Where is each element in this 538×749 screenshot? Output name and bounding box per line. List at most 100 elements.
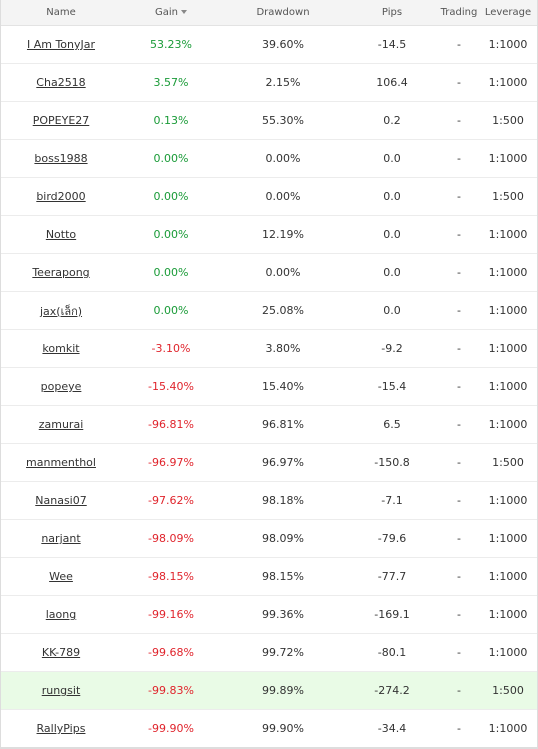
table-row[interactable]: Notto 0.00% 12.19% 0.0 - 1:1000 (1, 216, 537, 254)
trader-name-link[interactable]: Wee (49, 570, 73, 583)
trading-value-cell: - (439, 266, 479, 279)
column-header-pips[interactable]: Pips (345, 7, 439, 18)
table-row[interactable]: KK-789 -99.68% 99.72% -80.1 - 1:1000 (1, 634, 537, 672)
gain-value: -98.09% (148, 532, 194, 545)
trading-value-cell: - (439, 608, 479, 621)
trader-name-cell: rungsit (1, 684, 121, 697)
trading-value-cell: - (439, 342, 479, 355)
table-row[interactable]: bird2000 0.00% 0.00% 0.0 - 1:500 (1, 178, 537, 216)
gain-value-cell: 53.23% (121, 38, 221, 51)
drawdown-value-cell: 96.81% (221, 418, 345, 431)
trading-value-cell: - (439, 190, 479, 203)
gain-value-cell: 0.00% (121, 152, 221, 165)
table-row[interactable]: Nanasi07 -97.62% 98.18% -7.1 - 1:1000 (1, 482, 537, 520)
trading-value: - (457, 456, 461, 469)
pips-value-cell: 106.4 (345, 76, 439, 89)
drawdown-value-cell: 3.80% (221, 342, 345, 355)
trader-name-link[interactable]: popeye (40, 380, 82, 393)
trader-name-link[interactable]: RallyPips (36, 722, 86, 735)
trader-name-link[interactable]: Nanasi07 (35, 494, 87, 507)
gain-value-cell: -97.62% (121, 494, 221, 507)
trader-name-link[interactable]: I Am TonyJar (26, 38, 96, 51)
trading-value: - (457, 76, 461, 89)
column-header-name[interactable]: Name (1, 7, 121, 18)
gain-value: -99.68% (148, 646, 194, 659)
trader-name-link[interactable]: narjant (41, 532, 81, 545)
pips-value: 0.0 (383, 266, 401, 279)
gain-value: 0.00% (153, 190, 189, 203)
gain-value: -99.90% (148, 722, 194, 735)
column-header-drawdown[interactable]: Drawdown (221, 7, 345, 18)
trading-value-cell: - (439, 228, 479, 241)
leverage-value: 1:500 (492, 456, 524, 469)
drawdown-value: 98.18% (262, 494, 304, 507)
trader-name-link[interactable]: KK-789 (41, 646, 81, 659)
column-header-leverage[interactable]: Leverage (479, 7, 537, 18)
trading-value: - (457, 342, 461, 355)
gain-value: -99.16% (148, 608, 194, 621)
pips-value: -274.2 (374, 684, 410, 697)
trader-name-link[interactable]: bird2000 (36, 190, 86, 203)
pips-value: 0.2 (383, 114, 401, 127)
drawdown-value: 12.19% (262, 228, 304, 241)
table-row[interactable]: Wee -98.15% 98.15% -77.7 - 1:1000 (1, 558, 537, 596)
trader-name-link[interactable]: Teerapong (32, 266, 90, 279)
leverage-value: 1:1000 (488, 380, 528, 393)
trading-value: - (457, 418, 461, 431)
column-header-gain-label: Gain (155, 7, 178, 18)
table-row[interactable]: narjant -98.09% 98.09% -79.6 - 1:1000 (1, 520, 537, 558)
trading-value: - (457, 190, 461, 203)
trader-name-link[interactable]: jax(เล็ก) (39, 304, 83, 318)
gain-value-cell: -96.81% (121, 418, 221, 431)
column-header-trading[interactable]: Trading (439, 7, 479, 18)
table-row[interactable]: komkit -3.10% 3.80% -9.2 - 1:1000 (1, 330, 537, 368)
trader-name-link[interactable]: boss1988 (34, 152, 88, 165)
leverage-value: 1:1000 (488, 494, 528, 507)
drawdown-value-cell: 98.09% (221, 532, 345, 545)
table-row[interactable]: POPEYE27 0.13% 55.30% 0.2 - 1:500 (1, 102, 537, 140)
trader-name-link[interactable]: zamurai (38, 418, 84, 431)
table-row[interactable]: I Am TonyJar 53.23% 39.60% -14.5 - 1:1000 (1, 26, 537, 64)
trading-value-cell: - (439, 684, 479, 697)
table-row[interactable]: laong -99.16% 99.36% -169.1 - 1:1000 (1, 596, 537, 634)
trading-value-cell: - (439, 722, 479, 735)
trader-name-link[interactable]: rungsit (41, 684, 81, 697)
gain-value: -96.97% (148, 456, 194, 469)
gain-value: -99.83% (148, 684, 194, 697)
trading-value-cell: - (439, 304, 479, 317)
table-row[interactable]: zamurai -96.81% 96.81% 6.5 - 1:1000 (1, 406, 537, 444)
trader-name-cell: Nanasi07 (1, 494, 121, 507)
table-row[interactable]: boss1988 0.00% 0.00% 0.0 - 1:1000 (1, 140, 537, 178)
trading-value: - (457, 570, 461, 583)
drawdown-value: 0.00% (265, 190, 301, 203)
pips-value-cell: -150.8 (345, 456, 439, 469)
trader-name-link[interactable]: Cha2518 (36, 76, 86, 89)
trading-value-cell: - (439, 114, 479, 127)
leverage-value: 1:1000 (488, 570, 528, 583)
table-row[interactable]: rungsit -99.83% 99.89% -274.2 - 1:500 (1, 672, 537, 710)
column-header-gain[interactable]: Gain (121, 7, 221, 18)
pips-value: 0.0 (383, 304, 401, 317)
table-row[interactable]: Cha2518 3.57% 2.15% 106.4 - 1:1000 (1, 64, 537, 102)
leverage-value-cell: 1:500 (479, 114, 537, 127)
table-row[interactable]: jax(เล็ก) 0.00% 25.08% 0.0 - 1:1000 (1, 292, 537, 330)
trader-name-cell: Notto (1, 228, 121, 241)
pips-value-cell: 0.0 (345, 190, 439, 203)
table-row[interactable]: Teerapong 0.00% 0.00% 0.0 - 1:1000 (1, 254, 537, 292)
gain-value: 0.00% (153, 266, 189, 279)
table-row[interactable]: RallyPips -99.90% 99.90% -34.4 - 1:1000 (1, 710, 537, 748)
trader-name-link[interactable]: laong (45, 608, 77, 621)
drawdown-value: 99.72% (262, 646, 304, 659)
trader-name-link[interactable]: komkit (42, 342, 80, 355)
drawdown-value: 0.00% (265, 152, 301, 165)
trader-name-link[interactable]: manmenthol (26, 456, 96, 469)
trading-value: - (457, 228, 461, 241)
trading-value-cell: - (439, 76, 479, 89)
trader-name-link[interactable]: POPEYE27 (32, 114, 90, 127)
trading-value-cell: - (439, 380, 479, 393)
gain-value-cell: -15.40% (121, 380, 221, 393)
table-row[interactable]: manmenthol -96.97% 96.97% -150.8 - 1:500 (1, 444, 537, 482)
table-row[interactable]: popeye -15.40% 15.40% -15.4 - 1:1000 (1, 368, 537, 406)
trader-name-link[interactable]: Notto (45, 228, 77, 241)
drawdown-value-cell: 25.08% (221, 304, 345, 317)
